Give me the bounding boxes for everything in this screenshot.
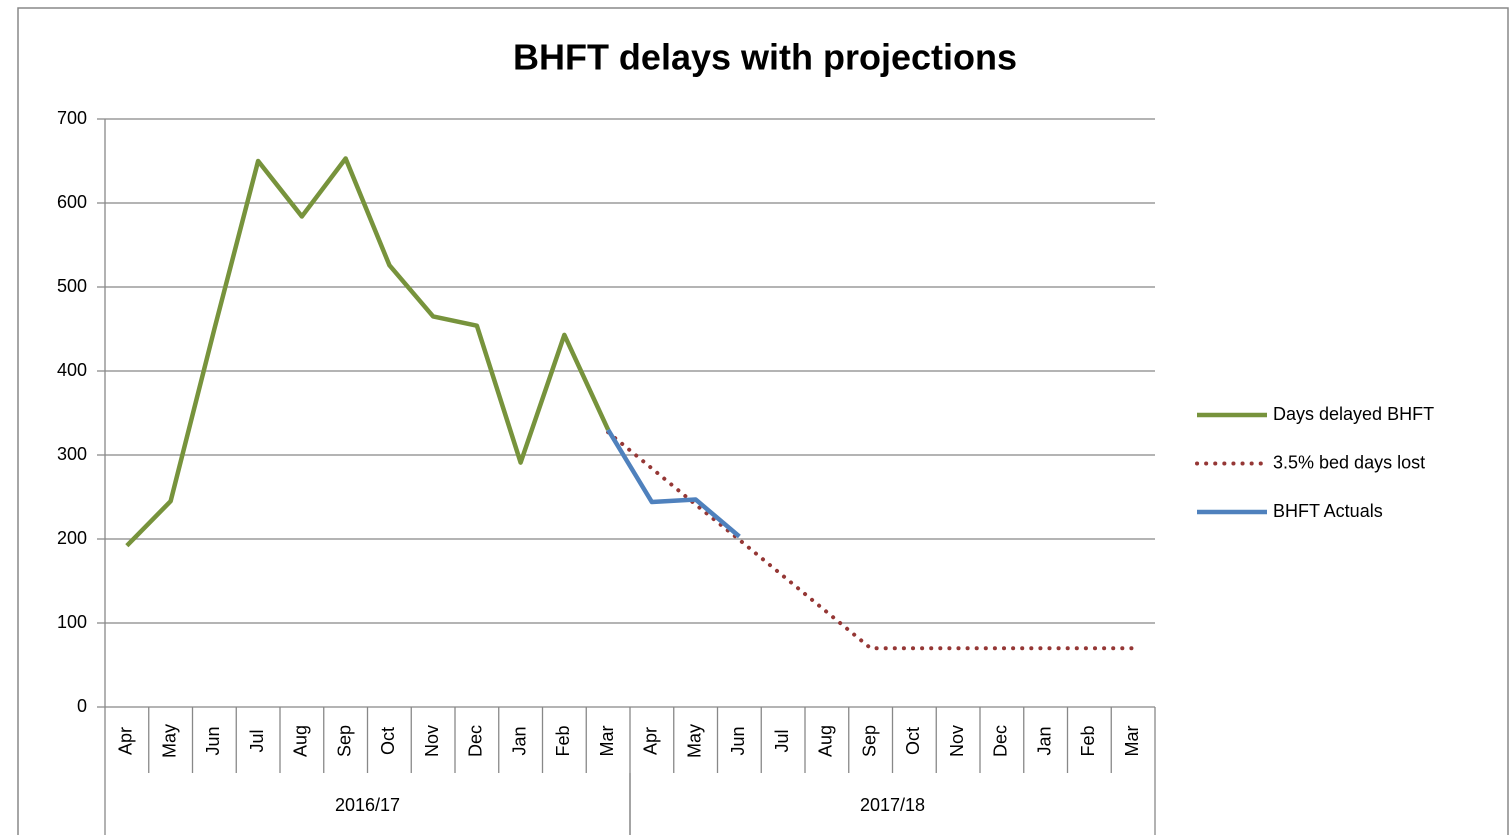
group-label: 2017/18 [860, 795, 925, 815]
y-tick-label: 700 [57, 108, 87, 128]
y-tick-label: 400 [57, 360, 87, 380]
x-tick-label: Nov [422, 725, 442, 757]
x-tick-label: Dec [991, 725, 1011, 757]
y-tick-label: 500 [57, 276, 87, 296]
legend-label: BHFT Actuals [1273, 501, 1383, 521]
y-tick-label: 200 [57, 528, 87, 548]
chart-title: BHFT delays with projections [513, 37, 1017, 78]
x-tick-label: Apr [641, 727, 661, 755]
chart-border [17, 7, 1509, 835]
x-tick-label: Oct [378, 727, 398, 755]
x-tick-label: Aug [816, 725, 836, 757]
x-tick-label: Oct [903, 727, 923, 755]
x-tick-label: Mar [597, 725, 617, 756]
x-tick-label: Jul [772, 729, 792, 752]
x-tick-label: Dec [466, 725, 486, 757]
x-tick-label: May [159, 724, 179, 758]
legend-label: 3.5% bed days lost [1273, 452, 1425, 472]
x-tick-label: Jun [728, 726, 748, 755]
x-tick-label: Sep [334, 725, 354, 757]
series-line [606, 430, 1136, 651]
x-tick-label: Feb [553, 725, 573, 756]
x-tick-label: Nov [947, 725, 967, 757]
x-tick-label: Jul [247, 729, 267, 752]
x-tick-label: Aug [291, 725, 311, 757]
series-line [606, 428, 741, 539]
y-tick-label: 600 [57, 192, 87, 212]
legend-label: Days delayed BHFT [1273, 404, 1434, 424]
x-tick-label: Jun [203, 726, 223, 755]
x-tick-label: Apr [116, 727, 136, 755]
x-tick-label: Feb [1078, 725, 1098, 756]
group-label: 2016/17 [335, 795, 400, 815]
y-tick-label: 300 [57, 444, 87, 464]
y-tick-label: 0 [77, 696, 87, 716]
x-tick-label: Jan [509, 726, 529, 755]
y-tick-label: 100 [57, 612, 87, 632]
x-tick-label: Jan [1034, 726, 1054, 755]
x-tick-label: Mar [1122, 725, 1142, 756]
x-tick-label: May [684, 724, 704, 758]
series-line [125, 156, 611, 548]
x-tick-label: Sep [859, 725, 879, 757]
